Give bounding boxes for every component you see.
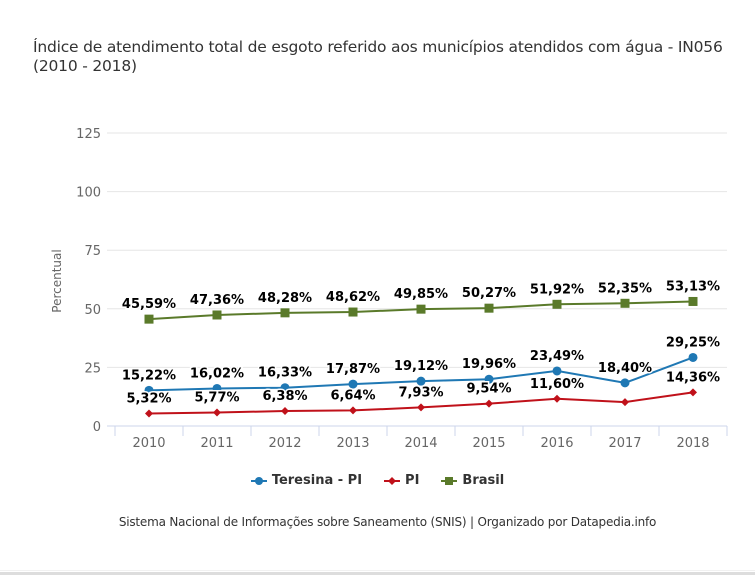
data-label: 5,32% xyxy=(126,392,171,407)
y-axis-ticks: 0 25 50 75 100 125 xyxy=(76,127,101,435)
data-point xyxy=(280,383,290,393)
data-point xyxy=(552,299,562,309)
y-tick-label: 25 xyxy=(84,361,101,376)
chart-title: Índice de atendimento total de esgoto re… xyxy=(33,38,723,75)
legend-item-pi[interactable]: PI xyxy=(384,473,419,488)
legend: Teresina - PI PI Brasil xyxy=(0,473,755,488)
data-point xyxy=(144,385,154,395)
data-point xyxy=(621,398,629,407)
data-point xyxy=(620,378,630,388)
legend-item-teresina[interactable]: Teresina - PI xyxy=(250,473,363,488)
data-point xyxy=(688,352,698,362)
data-point xyxy=(485,399,493,408)
data-point xyxy=(280,308,290,318)
y-tick-label: 100 xyxy=(76,186,101,201)
legend-item-brasil[interactable]: Brasil xyxy=(441,473,504,488)
y-tick-label: 0 xyxy=(93,420,101,435)
data-point xyxy=(145,409,153,418)
data-point xyxy=(688,296,698,306)
data-point xyxy=(144,314,154,324)
data-point xyxy=(349,406,357,415)
data-label: 6,64% xyxy=(330,388,375,403)
data-label: 5,77% xyxy=(194,390,239,405)
x-axis: 2010 2011 2012 2013 2014 2015 2016 2017 2018 xyxy=(107,425,728,451)
data-label: 11,60% xyxy=(530,377,584,392)
x-tick-label: 2015 xyxy=(472,436,505,451)
data-label: 53,13% xyxy=(666,279,720,294)
data-label: 18,40% xyxy=(598,361,652,376)
square-marker-icon xyxy=(441,476,458,485)
y-tick-label: 75 xyxy=(84,244,101,259)
data-label: 48,62% xyxy=(326,290,380,305)
data-point xyxy=(212,310,222,320)
series-group xyxy=(144,296,698,418)
data-point xyxy=(416,304,426,314)
diamond-marker-icon xyxy=(384,476,401,485)
x-tick-label: 2017 xyxy=(608,436,641,451)
x-tick-label: 2014 xyxy=(404,436,437,451)
data-label: 17,87% xyxy=(326,362,380,377)
data-label: 45,59% xyxy=(122,297,176,312)
data-point xyxy=(484,374,494,384)
data-label: 52,35% xyxy=(598,281,652,296)
data-point xyxy=(416,376,426,386)
data-label: 19,12% xyxy=(394,359,448,374)
data-label: 48,28% xyxy=(258,291,312,306)
data-point xyxy=(689,388,697,397)
data-point xyxy=(348,307,358,317)
x-tick-label: 2011 xyxy=(200,436,233,451)
data-point xyxy=(212,383,222,393)
data-label: 47,36% xyxy=(190,293,244,308)
x-tick-label: 2010 xyxy=(132,436,165,451)
data-labels: 15,22% 16,02% 16,33% 17,87% 19,12% 19,96% 23,4… xyxy=(120,278,721,408)
source-credit: Sistema Nacional de Informações sobre Sa… xyxy=(118,515,657,529)
data-point xyxy=(348,379,358,389)
data-label: 50,27% xyxy=(462,286,516,301)
x-tick-label: 2016 xyxy=(540,436,573,451)
data-label: 23,49% xyxy=(530,349,584,364)
data-label: 6,38% xyxy=(262,389,307,404)
data-label: 16,02% xyxy=(190,366,244,381)
y-tick-label: 125 xyxy=(76,127,101,142)
x-tick-label: 2018 xyxy=(676,436,709,451)
data-point xyxy=(552,366,562,376)
y-tick-label: 50 xyxy=(84,303,101,318)
data-label: 9,54% xyxy=(466,382,511,397)
data-label: 19,96% xyxy=(462,357,516,372)
data-label: 49,85% xyxy=(394,287,448,302)
legend-label: PI xyxy=(405,473,420,488)
bottom-border xyxy=(0,572,755,575)
legend-label: Teresina - PI xyxy=(271,473,363,488)
data-point xyxy=(484,303,494,313)
data-label: 51,92% xyxy=(530,282,584,297)
data-point xyxy=(213,408,221,417)
x-tick-label: 2013 xyxy=(336,436,369,451)
y-axis-label: Percentual xyxy=(50,249,64,312)
divider xyxy=(0,570,755,571)
data-label: 14,36% xyxy=(666,370,720,385)
data-label: 15,22% xyxy=(122,368,176,383)
data-label: 16,33% xyxy=(258,366,312,381)
data-point xyxy=(281,407,289,416)
circle-marker-icon xyxy=(250,476,267,485)
x-tick-label: 2012 xyxy=(268,436,301,451)
data-label: 29,25% xyxy=(666,335,720,350)
grid-lines xyxy=(107,132,727,368)
data-point xyxy=(553,394,561,403)
data-point xyxy=(417,403,425,412)
data-point xyxy=(620,298,630,308)
legend-label: Brasil xyxy=(462,473,505,488)
data-label: 7,93% xyxy=(398,385,443,400)
